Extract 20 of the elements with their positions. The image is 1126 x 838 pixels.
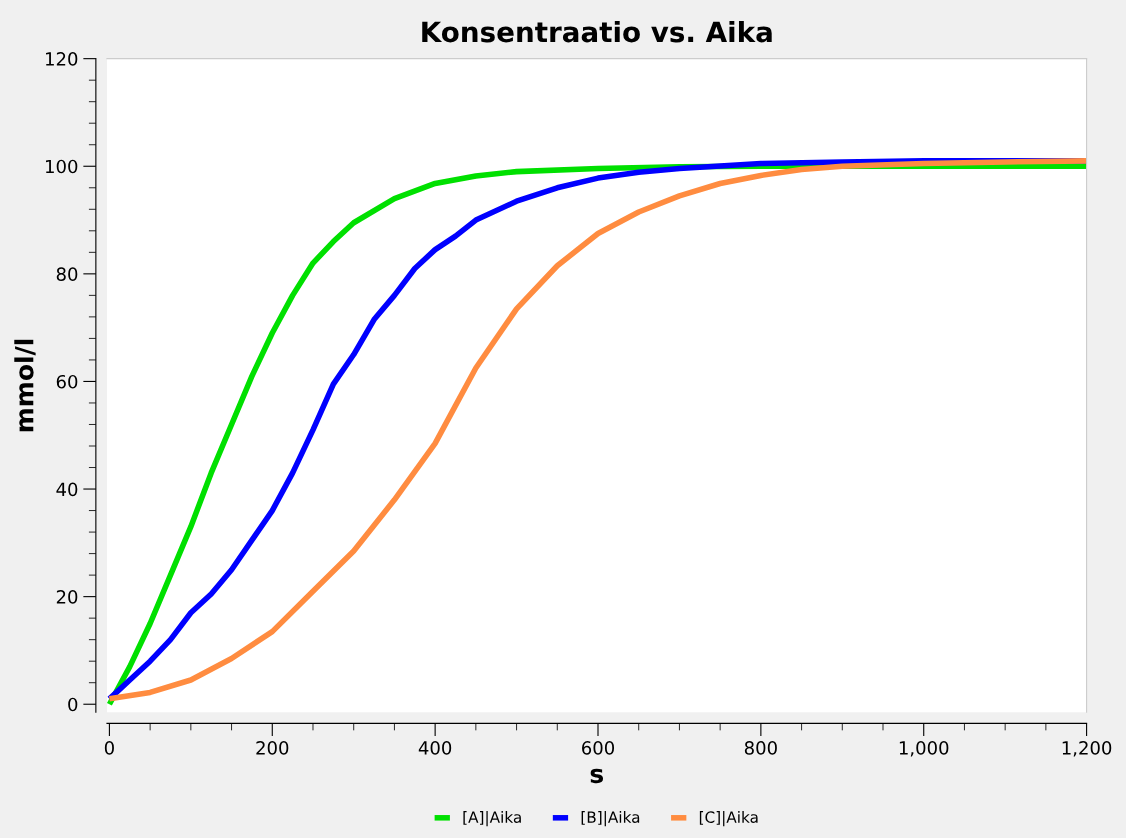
x-axis-title: s xyxy=(590,768,604,784)
x-tick-label: 400 xyxy=(418,741,452,755)
y-tick-label: 100 xyxy=(46,159,78,174)
legend-label: [A]|Aika xyxy=(463,811,521,827)
y-tick-label: 20 xyxy=(56,590,78,604)
legend-label: [B]|Aika xyxy=(581,811,640,827)
x-tick-label: 600 xyxy=(582,741,615,755)
x-tick-label: 800 xyxy=(744,741,777,755)
y-tick-label: 0 xyxy=(68,697,78,712)
legend-label: [C]|Aika xyxy=(699,811,758,827)
y-tick-label: 40 xyxy=(56,482,78,497)
chart-title: Konsentraatio vs. Aika xyxy=(422,20,772,43)
y-axis-title: mmol/l xyxy=(14,339,36,432)
y-tick-label: 120 xyxy=(46,52,78,66)
x-tick-label: 1,200 xyxy=(1062,741,1112,757)
x-tick-label: 1,000 xyxy=(899,741,949,757)
x-tick-label: 200 xyxy=(256,741,289,755)
x-tick-label: 0 xyxy=(104,741,114,755)
y-tick-label: 60 xyxy=(56,374,78,389)
y-tick-label: 80 xyxy=(56,267,78,281)
